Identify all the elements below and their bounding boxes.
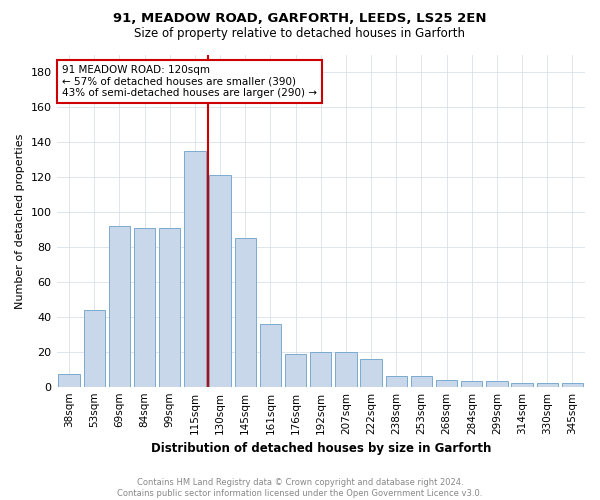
Bar [562,383,583,386]
Bar [235,238,256,386]
Bar [386,376,407,386]
Bar [310,352,331,386]
Bar [58,374,80,386]
Text: 91, MEADOW ROAD, GARFORTH, LEEDS, LS25 2EN: 91, MEADOW ROAD, GARFORTH, LEEDS, LS25 2… [113,12,487,26]
Bar [260,324,281,386]
Bar [461,382,482,386]
Bar [536,383,558,386]
Bar [83,310,105,386]
Bar [209,176,231,386]
Text: Contains HM Land Registry data © Crown copyright and database right 2024.
Contai: Contains HM Land Registry data © Crown c… [118,478,482,498]
Bar [109,226,130,386]
Bar [285,354,307,386]
Bar [335,352,356,386]
Bar [436,380,457,386]
Bar [411,376,432,386]
Bar [361,358,382,386]
Bar [184,151,206,386]
Y-axis label: Number of detached properties: Number of detached properties [15,133,25,308]
Bar [486,382,508,386]
Bar [159,228,181,386]
Text: 91 MEADOW ROAD: 120sqm
← 57% of detached houses are smaller (390)
43% of semi-de: 91 MEADOW ROAD: 120sqm ← 57% of detached… [62,65,317,98]
Bar [511,383,533,386]
Text: Size of property relative to detached houses in Garforth: Size of property relative to detached ho… [134,28,466,40]
Bar [134,228,155,386]
X-axis label: Distribution of detached houses by size in Garforth: Distribution of detached houses by size … [151,442,491,455]
